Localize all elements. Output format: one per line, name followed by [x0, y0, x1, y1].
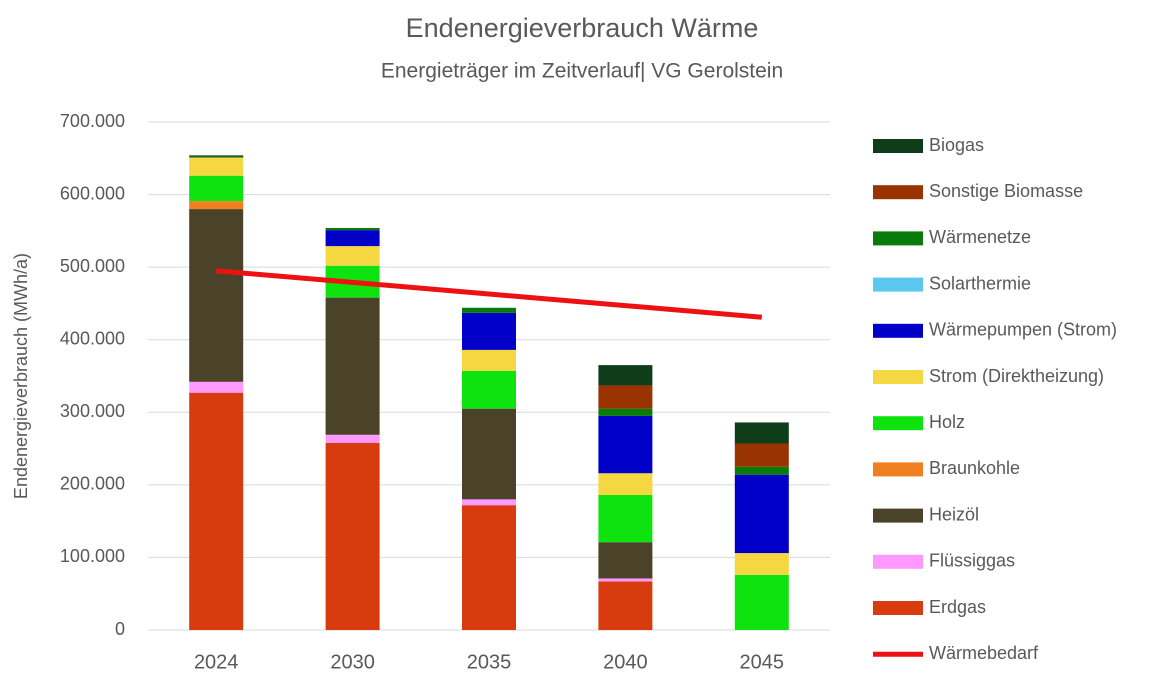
bar-segment: [325, 230, 380, 247]
legend-label: Braunkohle: [929, 458, 1020, 478]
bar-segment: [325, 442, 380, 630]
bar-segment: [734, 553, 789, 575]
legend-label: Erdgas: [929, 597, 986, 617]
bar-segment: [734, 466, 789, 475]
legend-swatch: [873, 462, 923, 477]
bar-segment: [734, 443, 789, 467]
chart-title: Endenergieverbrauch Wärme: [406, 13, 759, 43]
y-tick-label: 500.000: [60, 256, 125, 276]
bar-segment: [189, 157, 244, 176]
y-tick-label: 300.000: [60, 401, 125, 421]
bar-segment: [462, 312, 516, 350]
y-tick-label: 0: [115, 619, 125, 639]
x-tick-label: 2045: [740, 651, 785, 673]
legend-label: Wärmepumpen (Strom): [929, 320, 1117, 340]
bar-segment: [189, 201, 244, 210]
bar-segment: [325, 297, 380, 435]
bar-segment: [734, 422, 789, 444]
legend-swatch: [873, 554, 923, 569]
legend-swatch: [873, 370, 923, 384]
bar-segment: [462, 499, 516, 506]
legend-swatch: [873, 323, 923, 338]
legend-label: Biogas: [929, 135, 984, 155]
x-tick-label: 2024: [194, 651, 239, 673]
bar-segment: [325, 434, 380, 443]
legend-swatch: [873, 601, 923, 615]
bar-segment: [598, 385, 653, 409]
bar-segment: [462, 370, 516, 409]
bar-segment: [189, 155, 244, 157]
bar-segment: [189, 392, 244, 630]
bar-segment: [189, 156, 244, 158]
bar-segment: [734, 474, 789, 554]
y-tick-label: 100.000: [60, 546, 125, 566]
bar-segment: [462, 349, 516, 371]
legend-label: Heizöl: [929, 504, 979, 524]
chart-subtitle: Energieträger im Zeitverlauf| VG Gerolst…: [381, 60, 783, 83]
bar-segment: [598, 415, 653, 474]
legend-swatch: [873, 231, 923, 246]
legend-label: Wärmenetze: [929, 227, 1031, 247]
legend-swatch: [873, 277, 923, 292]
bar-segment: [462, 307, 516, 313]
x-tick-label: 2030: [330, 651, 375, 673]
legend-label: Solarthermie: [929, 273, 1031, 293]
y-tick-label: 700.000: [60, 111, 125, 131]
x-tick-label: 2035: [467, 651, 512, 673]
x-tick-label: 2040: [603, 651, 648, 673]
legend-label: Wärmebedarf: [929, 643, 1039, 663]
legend-label: Flüssiggas: [929, 551, 1015, 571]
bar-segment: [189, 175, 244, 202]
legend-swatch: [873, 185, 923, 200]
y-tick-label: 600.000: [60, 183, 125, 203]
bar-segment: [189, 209, 244, 382]
y-tick-label: 400.000: [60, 328, 125, 348]
y-axis-label: Endenergieverbrauch (MWh/a): [11, 253, 31, 499]
legend-label: Strom (Direktheizung): [929, 366, 1104, 386]
bar-segment: [598, 578, 653, 582]
bar-segment: [734, 574, 789, 630]
bar-segment: [462, 408, 516, 500]
legend-swatch: [873, 416, 923, 431]
y-tick-label: 200.000: [60, 474, 125, 494]
legend-label: Sonstige Biomasse: [929, 181, 1083, 201]
bar-segment: [189, 381, 244, 393]
bar-segment: [598, 473, 653, 496]
bar-segment: [598, 581, 653, 630]
bar-segment: [598, 495, 653, 543]
legend-swatch: [873, 139, 923, 153]
bar-segment: [325, 227, 380, 231]
bar-segment: [598, 542, 653, 579]
legend-label: Holz: [929, 412, 965, 432]
bar-segment: [325, 246, 380, 266]
bar-segment: [462, 505, 516, 630]
legend-swatch: [873, 508, 923, 523]
bar-segment: [598, 408, 653, 416]
line-series: [215, 268, 763, 320]
bar-segment: [598, 365, 653, 386]
